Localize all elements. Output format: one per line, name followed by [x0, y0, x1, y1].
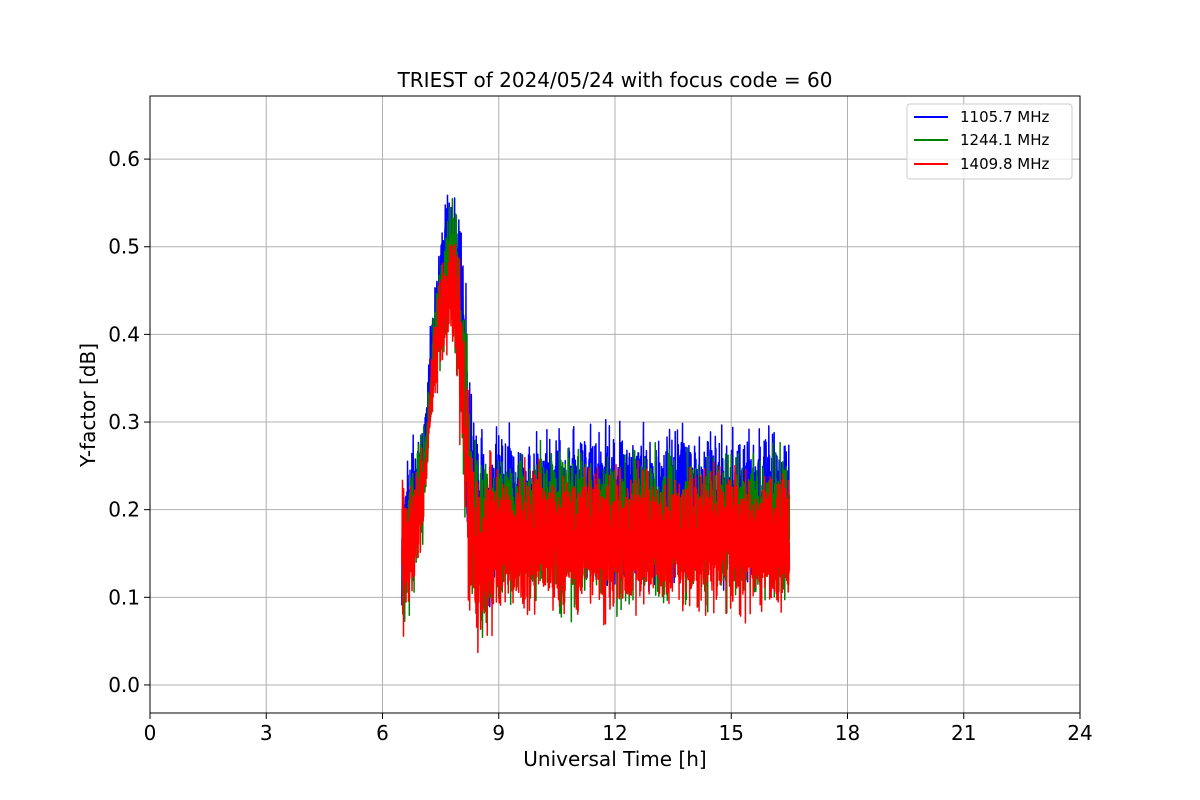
x-tick-label: 12	[602, 721, 627, 745]
legend-entry-1409-8-mhz: 1409.8 MHz	[914, 155, 1049, 173]
legend-entry-1105-7-mhz: 1105.7 MHz	[914, 108, 1049, 126]
legend-label: 1244.1 MHz	[960, 131, 1049, 149]
x-tick-label: 3	[260, 721, 273, 745]
x-axis-ticks: 0 3 6 9 12 15 18 21 24	[144, 713, 1093, 745]
legend-box	[906, 103, 1073, 180]
y-tick-label: 0.1	[108, 585, 140, 609]
series-layer	[401, 194, 791, 654]
legend: 1105.7 MHz 1244.1 MHz 1409.8 MHz	[906, 103, 1073, 180]
y-tick-label: 0.5	[108, 235, 140, 259]
x-tick-label: 21	[951, 721, 976, 745]
y-axis-ticks: 0.0 0.1 0.2 0.3 0.4 0.5 0.6	[108, 147, 150, 697]
y-axis-label: Y-factor [dB]	[76, 343, 100, 468]
y-tick-label: 0.4	[108, 322, 140, 346]
legend-label: 1409.8 MHz	[960, 155, 1049, 173]
x-tick-label: 0	[144, 721, 157, 745]
y-tick-label: 0.0	[108, 673, 140, 697]
chart-title: TRIEST of 2024/05/24 with focus code = 6…	[397, 68, 833, 92]
legend-entry-1244-1-mhz: 1244.1 MHz	[914, 131, 1049, 149]
x-tick-label: 15	[719, 721, 744, 745]
y-tick-label: 0.2	[108, 498, 140, 522]
legend-label: 1105.7 MHz	[960, 108, 1049, 126]
x-tick-label: 18	[835, 721, 860, 745]
x-axis-label: Universal Time [h]	[523, 747, 706, 771]
x-tick-label: 9	[492, 721, 505, 745]
y-tick-label: 0.3	[108, 410, 140, 434]
x-tick-label: 24	[1067, 721, 1092, 745]
series-line-1409-8-mhz	[401, 243, 791, 654]
y-tick-label: 0.6	[108, 147, 140, 171]
x-tick-label: 6	[376, 721, 389, 745]
